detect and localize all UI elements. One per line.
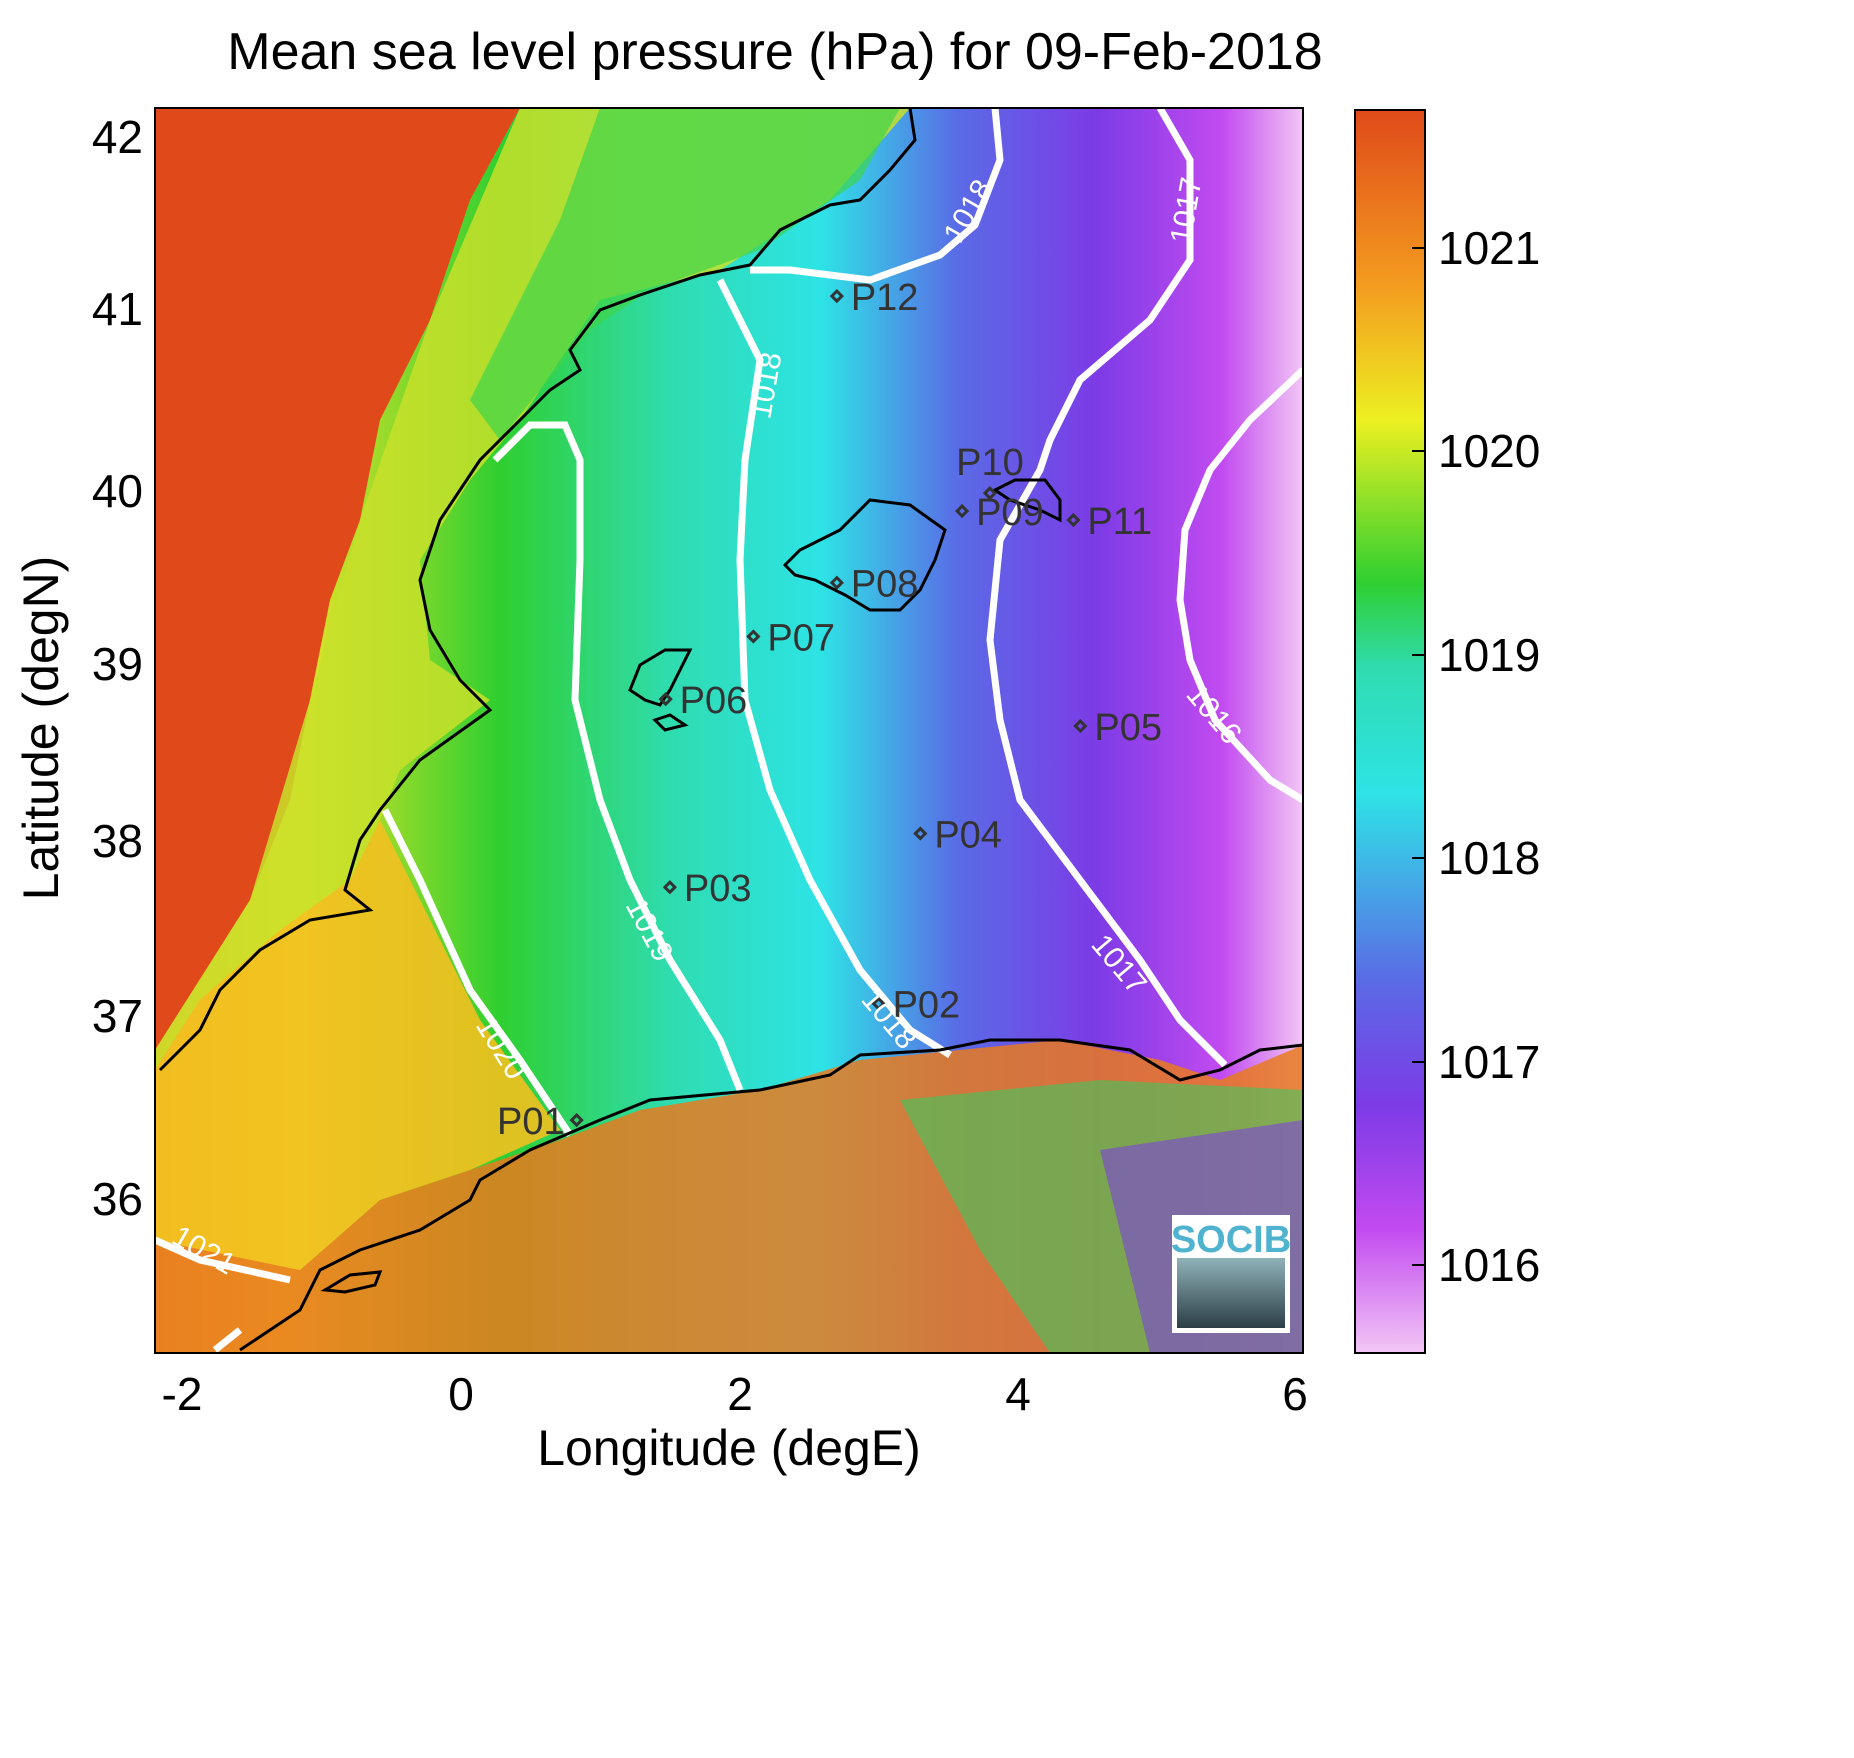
x-tick-label: 2 bbox=[727, 1368, 753, 1420]
station-marker bbox=[829, 575, 844, 590]
socib-logo: SOCIB bbox=[1171, 1215, 1291, 1333]
station-marker bbox=[662, 880, 677, 895]
x-tick-label: 6 bbox=[1282, 1368, 1308, 1420]
plot-frame bbox=[154, 107, 1304, 1354]
colorbar-tick-label: 1018 bbox=[1438, 832, 1540, 884]
contour-1020 bbox=[381, 808, 573, 1137]
y-axis: 42 41 40 39 38 37 36 Latitude (degN) bbox=[13, 111, 143, 1225]
station-label: P08 bbox=[851, 564, 919, 606]
station-label: P11 bbox=[1087, 501, 1152, 543]
station-marker bbox=[658, 692, 673, 707]
contour-1018-north bbox=[750, 108, 1004, 284]
station-marker bbox=[954, 503, 970, 519]
station-label: P05 bbox=[1094, 707, 1162, 749]
stations: P01 P02 P03 P04 P05 P06 P07 P08 P09 P10 P11 P12 bbox=[497, 277, 1162, 1143]
x-tick-label: -2 bbox=[162, 1368, 203, 1420]
station-label: P01 bbox=[497, 1101, 565, 1143]
station-marker bbox=[569, 1112, 584, 1128]
station-marker bbox=[871, 996, 886, 1011]
contour-1018-west bbox=[716, 278, 952, 1058]
station-label: P07 bbox=[767, 617, 835, 659]
station-label: P03 bbox=[684, 868, 752, 910]
colorbar-gradient bbox=[1354, 109, 1426, 1354]
y-tick-label: 40 bbox=[92, 465, 143, 517]
station-label: P02 bbox=[893, 985, 961, 1027]
iberia-coast bbox=[158, 108, 917, 1072]
station-label: P10 bbox=[956, 442, 1024, 484]
mallorca-coast bbox=[782, 498, 947, 612]
alboran-island bbox=[320, 1270, 383, 1294]
x-axis: -2 0 2 4 6 Longitude (degE) bbox=[162, 1368, 1308, 1476]
x-tick-label: 0 bbox=[448, 1368, 474, 1420]
contour-1019 bbox=[492, 421, 744, 1092]
station-label: P09 bbox=[976, 492, 1044, 534]
y-tick-label: 38 bbox=[92, 815, 143, 867]
iberia-land-high-pressure bbox=[155, 108, 520, 1050]
y-tick-label: 39 bbox=[92, 638, 143, 690]
colorbar-tick-label: 1017 bbox=[1438, 1036, 1540, 1088]
iberia-land-mid bbox=[155, 108, 910, 1070]
iberia-land-green bbox=[470, 108, 900, 440]
africa-coast bbox=[239, 1038, 1303, 1352]
station-marker bbox=[746, 629, 761, 644]
station-marker bbox=[1073, 718, 1088, 734]
station-label: P04 bbox=[934, 815, 1002, 857]
socib-logo-text: SOCIB bbox=[1171, 1219, 1291, 1261]
contour-1017 bbox=[986, 108, 1228, 1068]
map-title: Mean sea level pressure (hPa) for 09-Feb… bbox=[227, 23, 1323, 81]
station-marker bbox=[829, 288, 844, 304]
southeast-spain-land bbox=[155, 820, 560, 1270]
station-marker bbox=[982, 486, 998, 501]
y-tick-label: 36 bbox=[92, 1173, 143, 1225]
colorbar: 1021 1020 1019 1018 1017 1016 bbox=[1354, 109, 1540, 1354]
station-label: P12 bbox=[851, 277, 919, 319]
colorbar-tick-label: 1020 bbox=[1438, 425, 1540, 477]
colorbar-tick-label: 1021 bbox=[1438, 222, 1540, 274]
y-tick-label: 42 bbox=[92, 111, 143, 163]
y-axis-title: Latitude (degN) bbox=[13, 556, 69, 901]
y-tick-label: 37 bbox=[92, 990, 143, 1042]
contour-1021b bbox=[212, 1327, 243, 1353]
station-marker bbox=[1066, 512, 1081, 528]
x-tick-label: 4 bbox=[1005, 1368, 1031, 1420]
colorbar-tick-label: 1016 bbox=[1438, 1239, 1540, 1291]
menorca-coast bbox=[992, 478, 1062, 523]
pressure-contours bbox=[155, 108, 1303, 1353]
coastlines bbox=[158, 108, 1303, 1352]
y-tick-label: 41 bbox=[92, 283, 143, 335]
station-label: P06 bbox=[680, 680, 748, 722]
contour-1021 bbox=[155, 1236, 291, 1284]
x-axis-title: Longitude (degE) bbox=[537, 1420, 921, 1476]
formentera-coast bbox=[652, 713, 689, 732]
station-marker bbox=[913, 826, 928, 841]
colorbar-tick-label: 1019 bbox=[1438, 629, 1540, 681]
ibiza-coast bbox=[628, 648, 693, 707]
contour-1016 bbox=[1176, 367, 1303, 803]
